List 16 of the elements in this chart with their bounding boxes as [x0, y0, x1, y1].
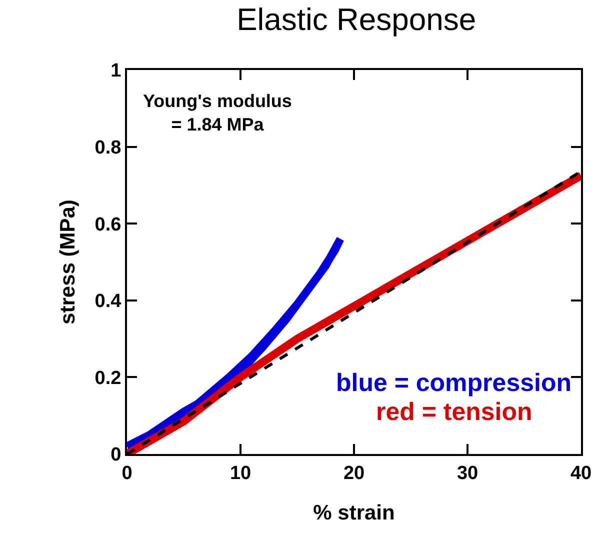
x-tick-label: 40: [570, 462, 592, 484]
x-tick-label: 10: [230, 462, 252, 484]
y-tick-label: 0.4: [94, 291, 122, 312]
annotation: blue = compression: [336, 369, 572, 397]
annotation: red = tension: [376, 398, 532, 426]
y-tick-label: 1: [110, 60, 122, 82]
x-axis-title: % strain: [313, 502, 395, 524]
x-tick-label: 20: [343, 462, 365, 484]
annotation: Young's modulus = 1.84 MPa: [143, 91, 292, 134]
y-tick-label: 0.2: [94, 368, 122, 389]
x-tick-label: 30: [456, 462, 478, 484]
y-axis-title: stress (MPa): [56, 200, 80, 324]
y-tick-label: 0.6: [94, 214, 122, 236]
y-tick-label: 0: [110, 444, 122, 466]
y-tick-label: 0.8: [94, 137, 122, 158]
chart-title: Elastic Response: [236, 2, 476, 37]
